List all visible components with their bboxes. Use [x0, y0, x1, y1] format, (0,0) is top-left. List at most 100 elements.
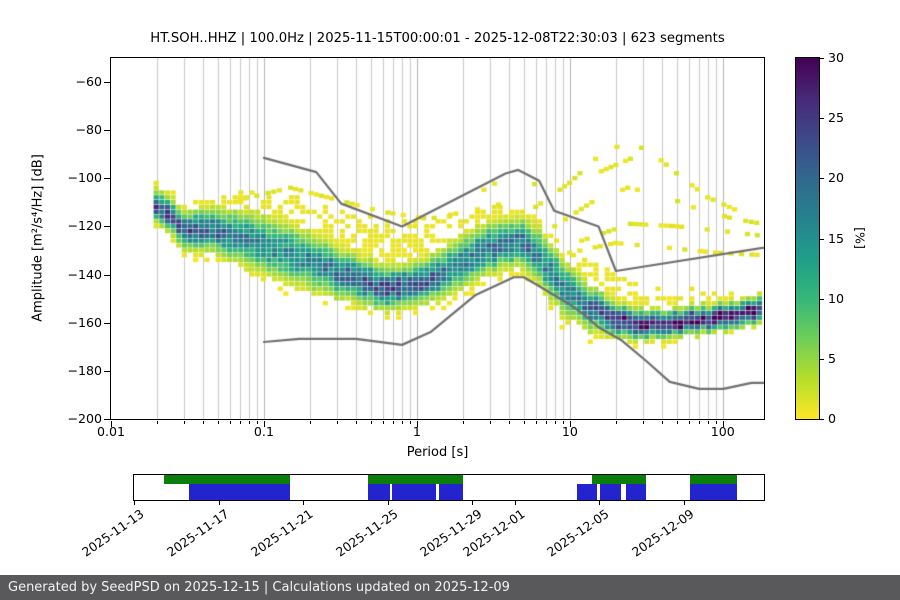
x-axis-minor-tick: [546, 421, 548, 424]
x-tick-label: 0.01: [96, 424, 126, 439]
x-axis-minor-tick: [615, 421, 617, 424]
x-tick-label: 0.1: [253, 424, 274, 439]
x-axis-minor-tick: [555, 421, 556, 424]
x-axis-minor-tick: [230, 421, 231, 424]
x-axis-minor-tick: [240, 421, 242, 424]
x-axis-minor-tick: [249, 421, 251, 424]
timeline-coverage-blue: [439, 484, 463, 500]
y-axis-tick: [104, 226, 110, 228]
x-axis-minor-tick: [157, 421, 159, 424]
y-tick-label: −100: [67, 170, 102, 186]
colorbar-tick: [820, 118, 824, 120]
x-axis-minor-tick: [489, 421, 491, 424]
colorbar-tick-label: 30: [828, 50, 845, 65]
timeline-date-label: 2025-11-21: [248, 506, 316, 560]
y-axis-tick: [104, 82, 110, 84]
x-axis-minor-tick: [661, 421, 663, 424]
x-axis-minor-tick: [676, 421, 678, 424]
x-axis-minor-tick: [508, 421, 510, 424]
y-axis-tick: [104, 130, 110, 132]
timeline-date-label: 2025-11-13: [79, 506, 147, 560]
x-axis-minor-tick: [462, 421, 464, 424]
x-axis-minor-tick: [562, 421, 564, 424]
y-axis-tick: [104, 370, 110, 372]
timeline-tick: [683, 501, 685, 505]
y-axis-tick: [104, 178, 110, 180]
timeline-coverage-green: [591, 475, 646, 484]
timeline-tick: [134, 501, 135, 505]
x-tick-label: 100: [710, 424, 735, 439]
y-axis-tick: [104, 419, 110, 420]
availability-timeline: [133, 474, 765, 501]
x-axis-minor-tick: [707, 421, 709, 424]
y-axis-label: Amplitude [m²/s⁴/Hz] [dB]: [30, 154, 46, 322]
timeline-date-label: 2025-12-05: [544, 506, 612, 560]
x-axis-minor-tick: [336, 421, 338, 424]
colorbar-tick-label: 0: [828, 411, 837, 426]
timeline-coverage-blue: [690, 484, 737, 500]
timeline-date-label: 2025-11-25: [332, 506, 401, 560]
colorbar-tick: [820, 298, 824, 300]
x-axis-minor-tick: [203, 421, 205, 424]
timeline-tick: [472, 501, 474, 505]
timeline-coverage-blue: [188, 484, 291, 500]
timeline-coverage-green: [163, 475, 291, 484]
colorbar-tick: [820, 419, 824, 420]
timeline-coverage-blue: [600, 484, 622, 500]
x-axis-tick: [111, 421, 112, 427]
timeline-tick: [514, 501, 516, 505]
colorbar-tick-label: 5: [828, 350, 837, 366]
x-axis-minor-tick: [256, 421, 258, 424]
x-axis-minor-tick: [370, 421, 372, 424]
x-axis-minor-tick: [688, 421, 690, 424]
x-axis-minor-tick: [523, 421, 525, 424]
x-axis-minor-tick: [309, 421, 311, 424]
colorbar-tick-label: 10: [828, 290, 845, 306]
y-tick-label: −160: [67, 314, 102, 330]
y-tick-label: −180: [67, 362, 102, 378]
chart-title: HT.SOH..HHZ | 100.0Hz | 2025-11-15T00:00…: [150, 31, 725, 46]
timeline-tick: [387, 501, 389, 505]
colorbar-tick-label: 20: [828, 170, 845, 186]
y-axis-tick: [104, 322, 110, 324]
colorbar: [795, 57, 820, 420]
colorbar-tick-label: 25: [828, 110, 845, 126]
y-axis-tick: [104, 274, 110, 276]
colorbar-tick: [820, 178, 824, 180]
x-tick-label: 10: [561, 424, 578, 439]
x-axis-minor-tick: [642, 421, 644, 424]
x-axis-minor-tick: [382, 421, 384, 424]
x-axis-minor-tick: [409, 421, 411, 424]
x-axis-minor-tick: [217, 421, 219, 424]
timeline-coverage-blue: [625, 484, 646, 500]
timeline-coverage-blue: [576, 484, 597, 500]
x-tick-label: 1: [412, 424, 421, 439]
colorbar-tick: [820, 238, 824, 240]
footer-text: Generated by SeedPSD on 2025-12-15 | Cal…: [8, 580, 510, 595]
x-axis-tick: [722, 421, 724, 427]
x-axis-minor-tick: [715, 421, 717, 424]
y-tick-label: −80: [75, 122, 102, 138]
x-axis-minor-tick: [183, 421, 185, 424]
timeline-date-label: 2025-12-09: [628, 506, 697, 560]
x-axis-label: Period [s]: [406, 445, 469, 460]
plot-area: [110, 57, 765, 420]
x-axis-minor-tick: [393, 421, 395, 424]
y-tick-label: −60: [75, 74, 102, 90]
y-tick-label: −120: [67, 218, 102, 234]
colorbar-label: [%]: [852, 227, 868, 249]
colorbar-tick-label: 15: [828, 230, 845, 246]
timeline-coverage-green: [690, 475, 737, 484]
x-axis-minor-tick: [402, 421, 404, 424]
colorbar-tick: [820, 358, 824, 360]
colorbar-tick: [820, 58, 824, 59]
x-axis-minor-tick: [699, 421, 701, 424]
x-axis-minor-tick: [535, 421, 537, 424]
timeline-coverage-blue: [391, 484, 437, 500]
x-axis-minor-tick: [356, 421, 358, 424]
y-tick-label: −140: [67, 266, 102, 282]
timeline-tick: [599, 501, 601, 505]
timeline-coverage-blue: [367, 484, 390, 500]
timeline-tick: [218, 501, 220, 505]
